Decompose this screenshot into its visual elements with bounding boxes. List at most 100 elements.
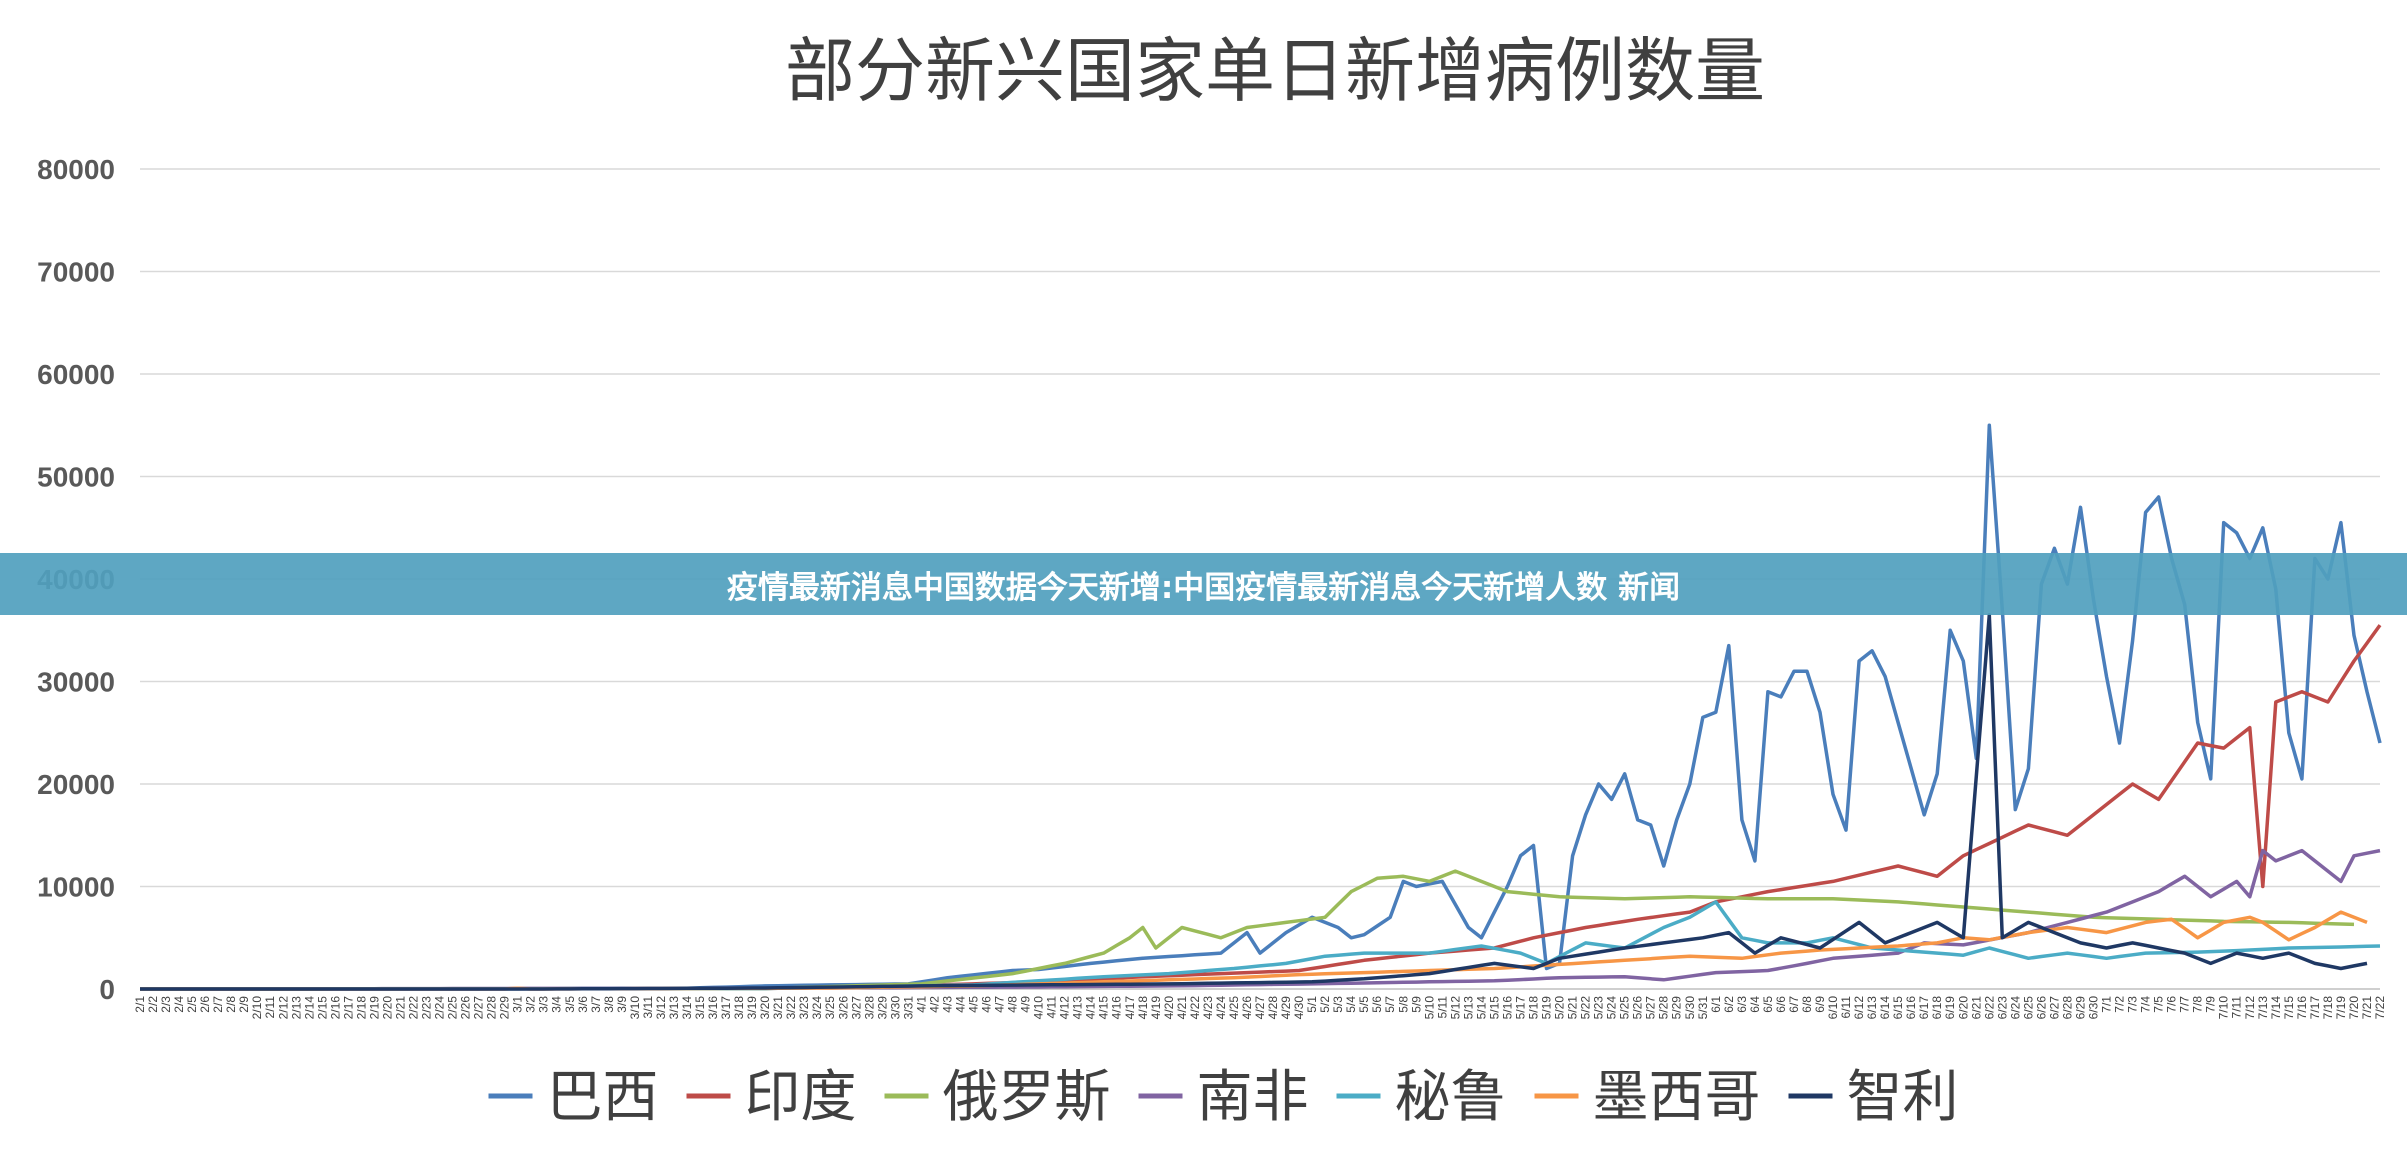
x-tick-label: 2/25: [446, 996, 460, 1020]
x-tick-label: 3/14: [680, 996, 694, 1020]
legend-entry: 俄罗斯: [943, 1065, 1111, 1130]
x-tick-label: 5/27: [1644, 996, 1658, 1020]
x-tick-label: 4/12: [1058, 996, 1072, 1020]
x-tick-label: 4/14: [1084, 996, 1098, 1020]
x-tick-label: 2/27: [472, 996, 486, 1020]
x-tick-label: 6/7: [1787, 996, 1801, 1013]
x-tick-label: 7/15: [2282, 996, 2296, 1020]
x-tick-label: 5/10: [1422, 996, 1436, 1020]
x-tick-label: 3/26: [836, 996, 850, 1020]
x-tick-label: 5/2: [1318, 996, 1332, 1013]
x-tick-label: 5/21: [1566, 996, 1580, 1020]
news-banner-title[interactable]: 疫情最新消息中国数据今天新增:中国疫情最新消息今天新增人数 新闻: [726, 569, 1681, 606]
x-tick-label: 7/13: [2256, 996, 2270, 1020]
x-tick-label: 5/17: [1513, 996, 1527, 1020]
x-tick-label: 7/6: [2165, 996, 2179, 1013]
y-tick-label: 0: [99, 974, 115, 1005]
x-tick-label: 5/5: [1357, 996, 1371, 1013]
x-tick-label: 2/17: [341, 996, 355, 1020]
y-tick-label: 80000: [37, 154, 115, 185]
x-tick-label: 2/16: [328, 996, 342, 1020]
x-tick-label: 2/22: [406, 996, 420, 1020]
x-tick-label: 2/14: [302, 996, 316, 1020]
x-tick-label: 4/10: [1032, 996, 1046, 1020]
x-tick-label: 6/25: [2021, 996, 2035, 1020]
series-lines: [140, 423, 2382, 991]
x-tick-label: 6/21: [1969, 996, 1983, 1020]
x-tick-label: 4/5: [966, 996, 980, 1013]
x-tick-label: 5/14: [1474, 996, 1488, 1020]
x-tick-label: 3/2: [524, 996, 538, 1013]
x-tick-label: 5/15: [1487, 996, 1501, 1020]
x-tick-label: 3/30: [888, 996, 902, 1020]
news-banner[interactable]: 疫情最新消息中国数据今天新增:中国疫情最新消息今天新增人数 新闻: [0, 553, 2407, 615]
x-tick-label: 5/12: [1448, 996, 1462, 1020]
x-tick-label: 4/15: [1097, 996, 1111, 1020]
x-tick-label: 6/29: [2073, 996, 2087, 1020]
x-tick-label: 4/26: [1240, 996, 1254, 1020]
x-tick-label: 3/23: [797, 996, 811, 1020]
x-tick-label: 7/22: [2373, 996, 2387, 1020]
x-tick-label: 5/22: [1579, 996, 1593, 1020]
y-tick-label: 70000: [37, 257, 115, 288]
x-tick-label: 7/8: [2191, 996, 2205, 1013]
x-tick-label: 5/18: [1526, 996, 1540, 1020]
x-tick-label: 4/27: [1253, 996, 1267, 1020]
x-tick-label: 5/8: [1396, 996, 1410, 1013]
series-line-南非: [140, 848, 2381, 991]
series-line-智利: [140, 613, 2368, 991]
x-tick-label: 2/2: [146, 996, 160, 1013]
x-tick-label: 2/4: [172, 996, 186, 1013]
x-tick-label: 5/29: [1670, 996, 1684, 1020]
x-tick-label: 4/7: [993, 996, 1007, 1013]
x-tick-label: 7/20: [2347, 996, 2361, 1020]
x-tick-label: 2/26: [459, 996, 473, 1020]
x-tick-label: 5/24: [1605, 996, 1619, 1020]
x-tick-label: 3/19: [745, 996, 759, 1020]
x-tick-label: 4/8: [1006, 996, 1020, 1013]
x-tick-label: 6/5: [1761, 996, 1775, 1013]
x-tick-label: 4/22: [1188, 996, 1202, 1020]
y-tick-label: 10000: [37, 872, 115, 903]
x-tick-label: 6/4: [1748, 996, 1762, 1013]
x-tick-label: 3/11: [641, 996, 655, 1019]
x-tick-label: 4/17: [1123, 996, 1137, 1020]
x-tick-label: 6/30: [2086, 996, 2100, 1020]
x-tick-label: 6/23: [1995, 996, 2009, 1020]
x-tick-label: 7/4: [2139, 996, 2153, 1013]
legend-entry: 印度: [745, 1065, 857, 1130]
x-tick-label: 6/17: [1917, 996, 1931, 1020]
x-tick-label: 6/15: [1891, 996, 1905, 1020]
x-tick-label: 2/20: [380, 996, 394, 1020]
legend-entry: 巴西: [547, 1065, 659, 1130]
chart-title: 部分新兴国家单日新增病例数量: [785, 30, 1765, 112]
x-tick-label: 7/18: [2321, 996, 2335, 1020]
legend-entry: 墨西哥: [1593, 1065, 1761, 1130]
x-tick-label: 3/3: [537, 996, 551, 1013]
x-tick-label: 5/11: [1435, 996, 1449, 1019]
x-tick-label: 5/31: [1696, 996, 1710, 1020]
x-tick-label: 6/24: [2008, 996, 2022, 1020]
x-tick-label: 3/29: [875, 996, 889, 1020]
x-tick-label: 7/21: [2360, 996, 2374, 1020]
x-tick-label: 6/26: [2034, 996, 2048, 1020]
x-tick-label: 5/9: [1409, 996, 1423, 1013]
x-tick-label: 3/28: [862, 996, 876, 1020]
x-tick-label: 7/3: [2126, 996, 2140, 1013]
x-tick-label: 6/13: [1865, 996, 1879, 1020]
x-tick-label: 4/18: [1136, 996, 1150, 1020]
x-tick-label: 3/22: [784, 996, 798, 1020]
x-tick-label: 3/24: [810, 996, 824, 1020]
x-tick-label: 5/28: [1657, 996, 1671, 1020]
x-tick-label: 6/27: [2047, 996, 2061, 1020]
x-tick-label: 7/19: [2334, 996, 2348, 1020]
x-tick-label: 6/6: [1774, 996, 1788, 1013]
x-tick-label: 2/10: [250, 996, 264, 1020]
x-tick-label: 4/20: [1162, 996, 1176, 1020]
x-tick-label: 5/7: [1383, 996, 1397, 1013]
x-tick-label: 3/4: [550, 996, 564, 1013]
x-tick-label: 3/5: [563, 996, 577, 1013]
x-tick-label: 7/7: [2178, 996, 2192, 1013]
x-tick-label: 5/4: [1344, 996, 1358, 1013]
x-tick-label: 6/2: [1722, 996, 1736, 1013]
